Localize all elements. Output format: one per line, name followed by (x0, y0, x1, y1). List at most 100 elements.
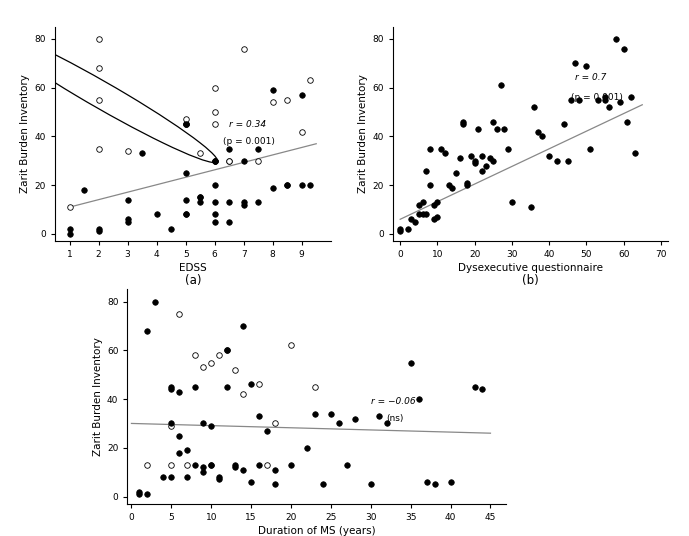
Point (333, 419, 344, 428)
Point (269, 419, 280, 428)
Point (413, 395, 424, 404)
Point (209, 181, 220, 189)
Point (134, 487, 145, 496)
Text: r = 0.34: r = 0.34 (229, 120, 267, 129)
Point (180, 120, 191, 129)
Point (209, 157, 220, 165)
Point (174, 388, 185, 396)
Point (618, 44, 629, 53)
Point (282, 181, 293, 189)
Point (189, 351, 200, 360)
Point (166, 460, 177, 469)
Point (409, 218, 420, 226)
Point (395, 225, 406, 233)
Point (245, 478, 256, 486)
Point (402, 225, 413, 233)
Point (417, 210, 428, 219)
Point (180, 120, 191, 129)
Point (469, 157, 480, 165)
Text: (p = 0.001): (p = 0.001) (223, 137, 276, 146)
Point (151, 210, 162, 219)
Point (142, 490, 153, 498)
Point (214, 475, 225, 484)
Point (142, 326, 153, 335)
Point (406, 215, 417, 224)
Y-axis label: Zarit Burden Inventory: Zarit Burden Inventory (358, 75, 368, 193)
Point (503, 144, 514, 153)
Point (209, 157, 220, 165)
Point (484, 154, 495, 162)
Point (180, 210, 191, 219)
Point (325, 410, 336, 418)
Point (229, 463, 240, 472)
Text: (ns): (ns) (387, 414, 404, 423)
Point (238, 198, 249, 206)
Point (206, 358, 217, 367)
Point (64, 229, 75, 238)
Point (254, 380, 265, 389)
Point (551, 157, 562, 165)
Point (525, 203, 536, 211)
Point (238, 465, 249, 474)
Point (180, 196, 191, 204)
Point (269, 480, 280, 489)
Point (559, 120, 570, 129)
Point (209, 198, 220, 206)
Point (209, 157, 220, 165)
Point (309, 383, 320, 391)
Point (134, 490, 145, 498)
Point (413, 200, 424, 209)
Point (421, 166, 432, 175)
Point (209, 120, 220, 129)
Point (195, 198, 206, 206)
Point (309, 410, 320, 418)
Point (604, 103, 615, 111)
Point (445, 478, 456, 486)
Point (499, 125, 510, 133)
Point (626, 93, 637, 102)
Point (209, 84, 220, 92)
Point (573, 95, 584, 104)
Point (282, 181, 293, 189)
Point (566, 95, 577, 104)
Point (238, 157, 249, 165)
Point (432, 198, 443, 206)
Point (64, 225, 75, 233)
Point (395, 227, 406, 236)
Point (79, 186, 90, 195)
Point (224, 144, 235, 153)
Point (224, 157, 235, 165)
Point (562, 157, 573, 165)
Point (428, 215, 439, 224)
Text: r = 0.7: r = 0.7 (575, 73, 606, 83)
Point (189, 460, 200, 469)
Point (341, 460, 352, 469)
Point (174, 449, 185, 457)
Point (599, 93, 610, 102)
Point (222, 383, 233, 391)
Point (166, 422, 177, 430)
Point (495, 81, 506, 90)
Point (536, 132, 547, 141)
Point (267, 98, 278, 107)
Point (477, 385, 488, 393)
X-axis label: EDSS: EDSS (179, 263, 207, 273)
Point (432, 213, 443, 221)
Point (222, 346, 233, 355)
Point (305, 76, 316, 85)
Point (209, 218, 220, 226)
Point (166, 385, 177, 393)
Point (182, 473, 193, 481)
Point (584, 144, 595, 153)
Point (229, 366, 240, 374)
Point (285, 341, 296, 350)
Point (195, 149, 206, 158)
Point (349, 414, 360, 423)
Point (454, 154, 465, 162)
Point (180, 120, 191, 129)
Text: (b): (b) (522, 274, 539, 287)
Point (222, 346, 233, 355)
Point (122, 196, 133, 204)
Point (544, 152, 555, 160)
Point (198, 463, 209, 472)
